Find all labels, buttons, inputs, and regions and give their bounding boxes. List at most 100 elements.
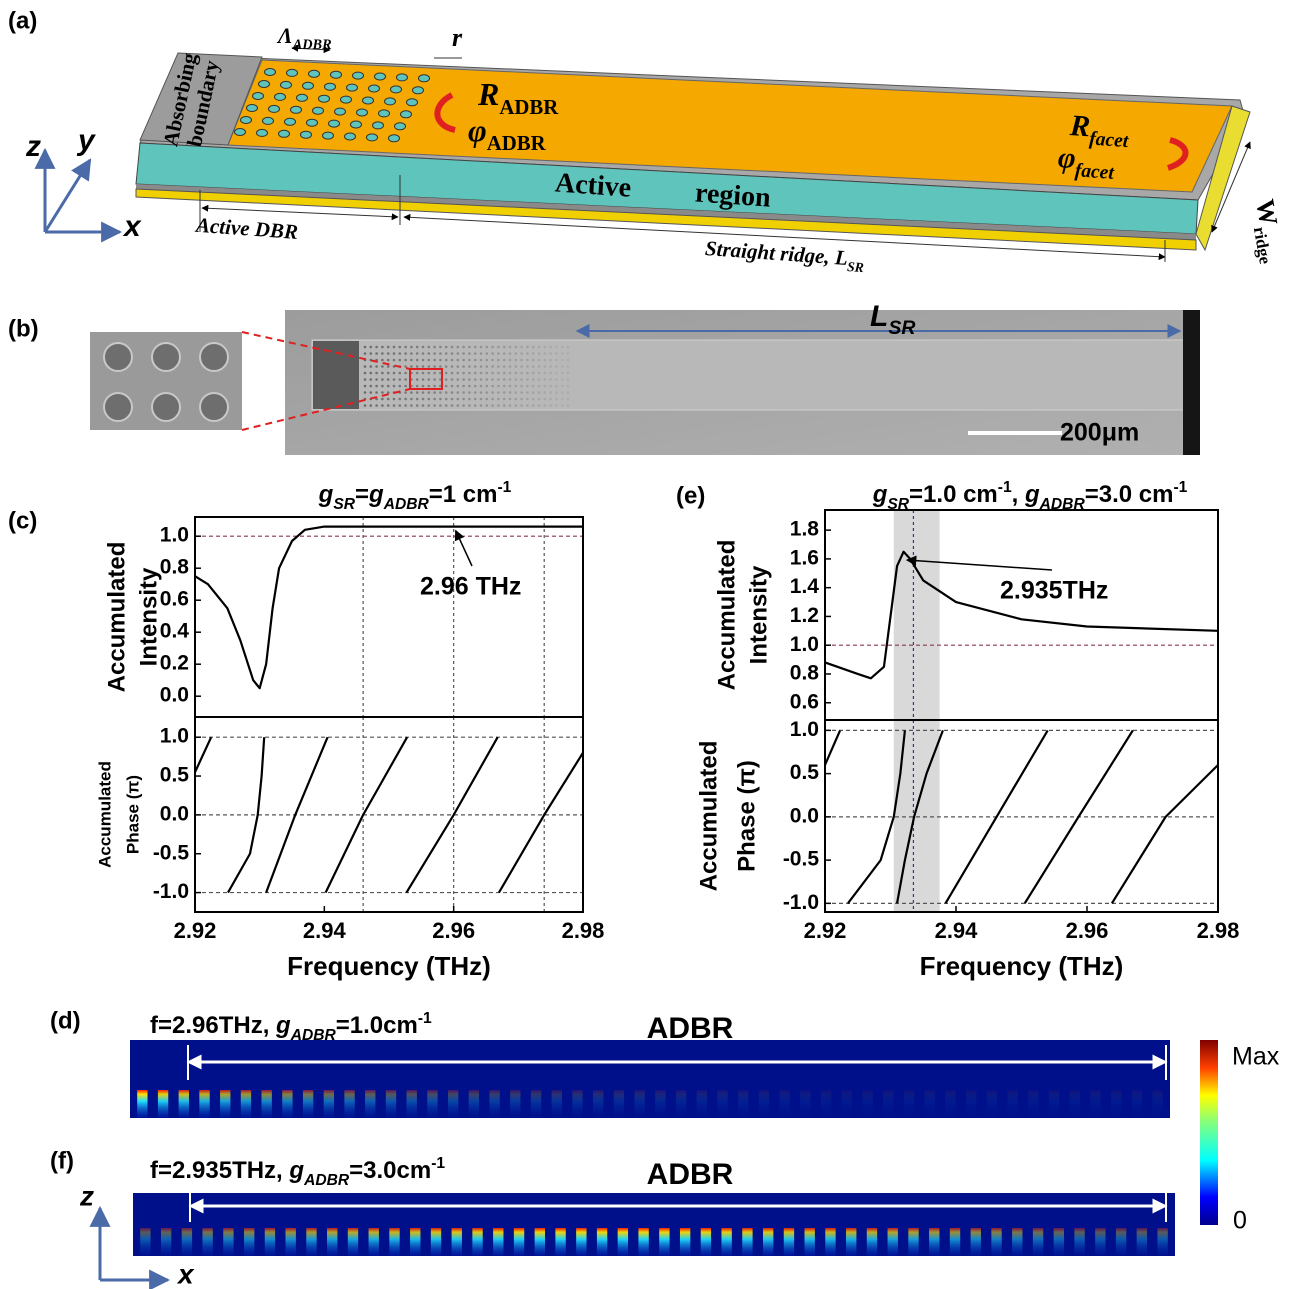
dot: [514, 378, 518, 381]
text-part: g: [275, 1012, 291, 1039]
axis-name: x: [176, 1258, 195, 1289]
hole: [418, 74, 430, 83]
dot: [485, 384, 489, 388]
dot: [450, 391, 454, 394]
field-cell: [513, 1228, 525, 1256]
dot: [543, 384, 547, 388]
label: Active DBR: [193, 213, 298, 244]
field-cell: [1157, 1228, 1168, 1256]
dot: [444, 378, 448, 381]
field-cell: [1095, 1228, 1106, 1256]
chart-title: gSR=gADBR=1 cm-1: [318, 479, 512, 513]
dot: [439, 391, 442, 394]
dot: [526, 397, 529, 401]
panel-label: (b): [8, 315, 39, 342]
dot: [526, 352, 529, 355]
dot: [468, 384, 471, 388]
dot: [415, 345, 419, 349]
field-cell: [530, 1090, 542, 1118]
dot: [404, 384, 407, 388]
dot: [549, 365, 552, 368]
field-cell: [866, 1228, 878, 1256]
field-cell: [472, 1228, 483, 1256]
dot: [560, 384, 564, 388]
dot: [386, 371, 390, 375]
text-part: ,: [1012, 481, 1025, 508]
dot: [439, 404, 442, 407]
dot: [566, 378, 570, 381]
field-cell: [700, 1228, 712, 1256]
field-pattern: [137, 1090, 1163, 1118]
field-cell: [302, 1090, 314, 1118]
hole: [350, 120, 362, 129]
dot: [462, 358, 465, 362]
x-axis-label: Frequency (THz): [287, 951, 491, 981]
dot: [473, 378, 477, 381]
dot: [410, 345, 413, 349]
field-cell: [430, 1228, 442, 1256]
dot: [497, 352, 500, 355]
dot: [381, 404, 384, 407]
chart-title: gSR=1.0 cm-1, gADBR=3.0 cm-1: [872, 479, 1188, 513]
dot: [497, 371, 500, 375]
dot: [520, 391, 523, 394]
hole: [234, 128, 246, 136]
dot: [381, 345, 384, 349]
dot: [479, 397, 483, 401]
y-axis-label: Accumulated: [103, 542, 130, 693]
dot: [450, 384, 454, 388]
dot: [404, 345, 407, 349]
field-cell: [572, 1090, 583, 1118]
dim-arrow: [201, 204, 399, 221]
dot: [392, 345, 396, 349]
hole: [274, 92, 286, 101]
colorbar-label: 0: [1233, 1207, 1247, 1235]
colorbar: [1200, 1040, 1218, 1225]
y-axis-label: Intensity: [745, 565, 772, 664]
field-cell: [596, 1228, 608, 1256]
text-part: ADBR: [487, 132, 547, 155]
x-tick-label: 2.92: [174, 918, 217, 943]
dot: [497, 358, 500, 362]
dot: [450, 365, 454, 368]
y-tick-label: 1.2: [790, 604, 819, 627]
field-cell: [306, 1228, 317, 1256]
data-line: [405, 736, 499, 894]
field-cell: [908, 1228, 919, 1256]
text-part: ADBR: [383, 496, 430, 513]
dot: [392, 371, 396, 375]
dot: [485, 365, 489, 368]
dot: [485, 358, 489, 362]
dot: [468, 397, 471, 401]
dot: [491, 404, 494, 407]
data-line: [895, 729, 944, 904]
dot: [375, 378, 378, 381]
dot: [502, 397, 506, 401]
field-cell: [1028, 1090, 1039, 1118]
dot: [502, 345, 506, 349]
dot: [543, 371, 547, 375]
hole: [262, 116, 274, 125]
y-tick-label: 1.0: [160, 725, 189, 748]
dot: [462, 391, 465, 394]
dot: [502, 384, 506, 388]
dot: [392, 378, 396, 381]
hole: [302, 81, 314, 90]
zoom-box: [409, 368, 443, 390]
field-cell: [655, 1090, 666, 1118]
text-part: -1: [998, 479, 1012, 496]
field-cell: [883, 1090, 894, 1118]
hole: [151, 342, 181, 372]
text-part: -1: [431, 1155, 445, 1172]
x-tick-label: 2.96: [1066, 918, 1109, 943]
dot: [531, 404, 535, 407]
axis-name: y: [76, 124, 96, 157]
field-cell: [368, 1228, 379, 1256]
dot: [549, 371, 552, 375]
y-tick-label: 0.0: [160, 802, 189, 825]
dot: [566, 384, 570, 388]
x-tick-label: 2.92: [804, 918, 847, 943]
dot: [502, 371, 506, 375]
dot: [462, 365, 465, 368]
